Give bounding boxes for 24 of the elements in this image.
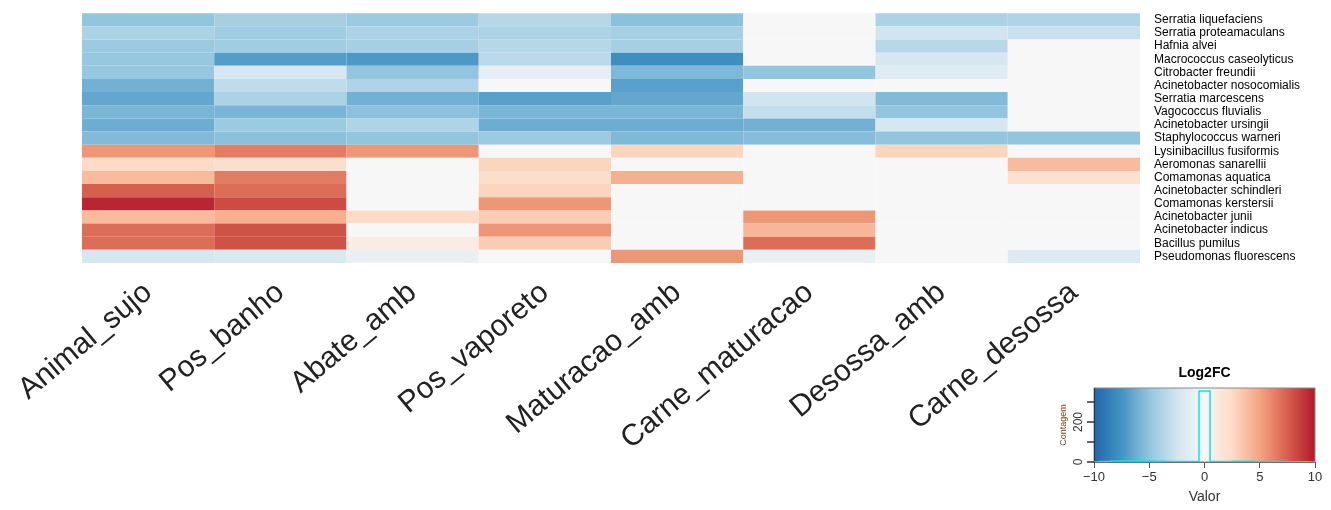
color-bar-label: −5 (1141, 469, 1157, 485)
y-tick-label: Acinetobacter indicus (1154, 222, 1269, 237)
y-tick-label: Staphylococcus warneri (1154, 130, 1281, 145)
y-tick-label: Hafnia alvei (1154, 38, 1217, 53)
y-tick-label: Serratia liquefaciens (1154, 12, 1263, 27)
y-tick-label: Acinetobacter schindleri (1154, 183, 1282, 197)
y-tick-label: Comamonas kerstersii (1154, 196, 1274, 211)
color-bar-label: 10 (1307, 469, 1323, 485)
color-bar-title: Valor (1188, 488, 1221, 505)
y-tick-label: Bacillus pumilus (1154, 235, 1241, 250)
color-bar-label: 5 (1256, 469, 1264, 485)
y-tick-label: Serratia marcescens (1154, 90, 1265, 105)
y-tick-label: Vagococcus fluvialis (1154, 104, 1262, 119)
y-tick-label: Macrococcus caseolyticus (1154, 51, 1294, 66)
y-tick-label: Acinetobacter ursingii (1154, 117, 1269, 132)
y-tick-label: Serratia proteamaculans (1154, 25, 1285, 40)
y-tick-label: Citrobacter freundii (1154, 64, 1256, 79)
color-bar-label: −10 (1082, 469, 1106, 485)
y-tick-label: Acinetobacter nosocomialis (1154, 77, 1301, 92)
y-tick-label: Pseudomonas fluorescens (1154, 248, 1296, 263)
y-tick-label: Lysinibacillus fusiformis (1154, 143, 1279, 158)
legend-title: Log2FC (1178, 363, 1231, 380)
y-tick-label: Acinetobacter junii (1154, 209, 1253, 224)
y-tick-label: Comamonas aquatica (1154, 169, 1272, 184)
